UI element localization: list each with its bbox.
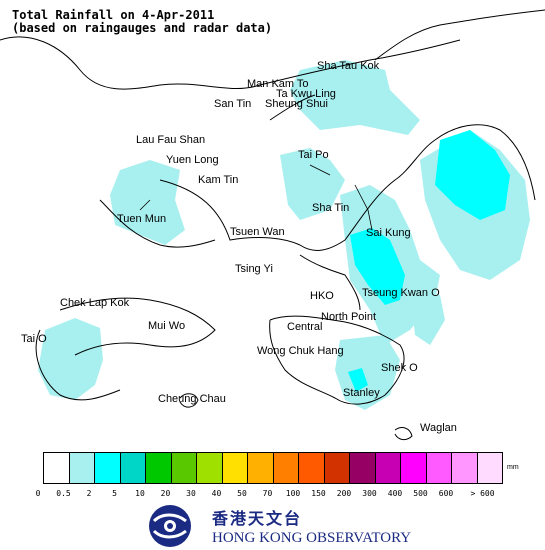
logo-english: HONG KONG OBSERVATORY [212,530,412,546]
legend-tick-label: 0.5 [56,489,71,498]
place-cheung-chau: Cheung Chau [158,393,226,405]
legend-swatch [323,452,350,484]
channel-lines [139,164,373,231]
place-stanley: Stanley [343,387,380,399]
place-man-kam-to: Man Kam To [247,78,309,90]
legend-swatch [196,452,223,484]
legend-tick-label: > 600 [470,489,495,498]
place-central: Central [287,321,323,333]
legend-swatch [94,452,121,484]
legend-swatch [272,452,299,484]
hko-logo-icon [149,505,191,547]
legend-swatch [425,452,452,484]
legend-swatch [221,452,248,484]
legend-tick-label: 400 [387,489,403,498]
legend-tick-label: 20 [160,489,171,498]
coastlines [0,9,545,441]
legend-swatch [298,452,325,484]
title-line-1: Total Rainfall on 4-Apr-2011 [12,8,215,22]
legend-tick-label: 2 [86,489,92,498]
place-sha-tau-kok: Sha Tau Kok [317,60,380,72]
rainfall-map [0,9,545,441]
place-lau-fau-shan: Lau Fau Shan [136,134,206,146]
rainfall-moderate-areas [348,130,510,392]
legend-tick-label: 600 [438,489,454,498]
logo-chinese: 香港天文台 [212,509,303,528]
title-line-2: (based on raingauges and radar data) [12,21,273,35]
legend-swatch [349,452,376,484]
place-waglan: Waglan [420,422,457,434]
legend-swatch [476,452,503,484]
legend-tick-label: 100 [285,489,301,498]
place-tai-o: Tai O [21,333,47,345]
place-sheung-shui: Sheung Shui [265,98,328,110]
legend-tick-label: 40 [211,489,222,498]
map-title: Total Rainfall on 4-Apr-2011 (based on r… [12,9,272,35]
legend-swatch [247,452,274,484]
legend-tick-label: 300 [362,489,377,498]
place-san-tin: San Tin [214,98,252,110]
legend-swatch [119,452,146,484]
legend-tick-label: 0 [35,489,41,498]
place-hko: HKO [310,290,334,302]
legend-tick-label: 200 [336,489,352,498]
place-mui-wo: Mui Wo [148,320,186,332]
place-chek-lap-kok: Chek Lap Kok [60,297,130,309]
place-ta-kwu-ling: Ta Kwu Ling [276,88,336,100]
legend-swatch [374,452,401,484]
legend-tick-label: 30 [186,489,196,498]
legend-tick-label: 50 [237,489,247,498]
legend-tick-label: 150 [311,489,326,498]
place-sai-kung: Sai Kung [366,227,411,239]
place-wong-chuk-hang: Wong Chuk Hang [257,345,344,357]
place-shek-o: Shek O [381,362,418,374]
legend-swatch [451,452,478,484]
legend-swatch [170,452,197,484]
place-tai-po: Tai Po [298,149,329,161]
place-tseung-kwan-o: Tseung Kwan O [362,287,440,299]
legend-tick-label: 10 [135,489,145,498]
place-tsing-yi: Tsing Yi [235,263,273,275]
place-kam-tin: Kam Tin [198,174,239,186]
place-tsuen-wan: Tsuen Wan [230,226,285,238]
place-yuen-long: Yuen Long [166,154,219,166]
legend-tick-label: 500 [413,489,428,498]
place-north-point: North Point [321,311,377,323]
legend-swatch [43,452,70,484]
legend-tick-label: 70 [262,489,273,498]
legend-tick-label: 5 [112,489,117,498]
place-tuen-mun: Tuen Mun [117,213,167,225]
rainfall-legend [43,452,503,484]
place-sha-tin: Sha Tin [312,202,350,214]
legend-swatch [400,452,427,484]
legend-swatch [68,452,95,484]
legend-unit: mm [507,464,519,471]
legend-swatch [145,452,172,484]
